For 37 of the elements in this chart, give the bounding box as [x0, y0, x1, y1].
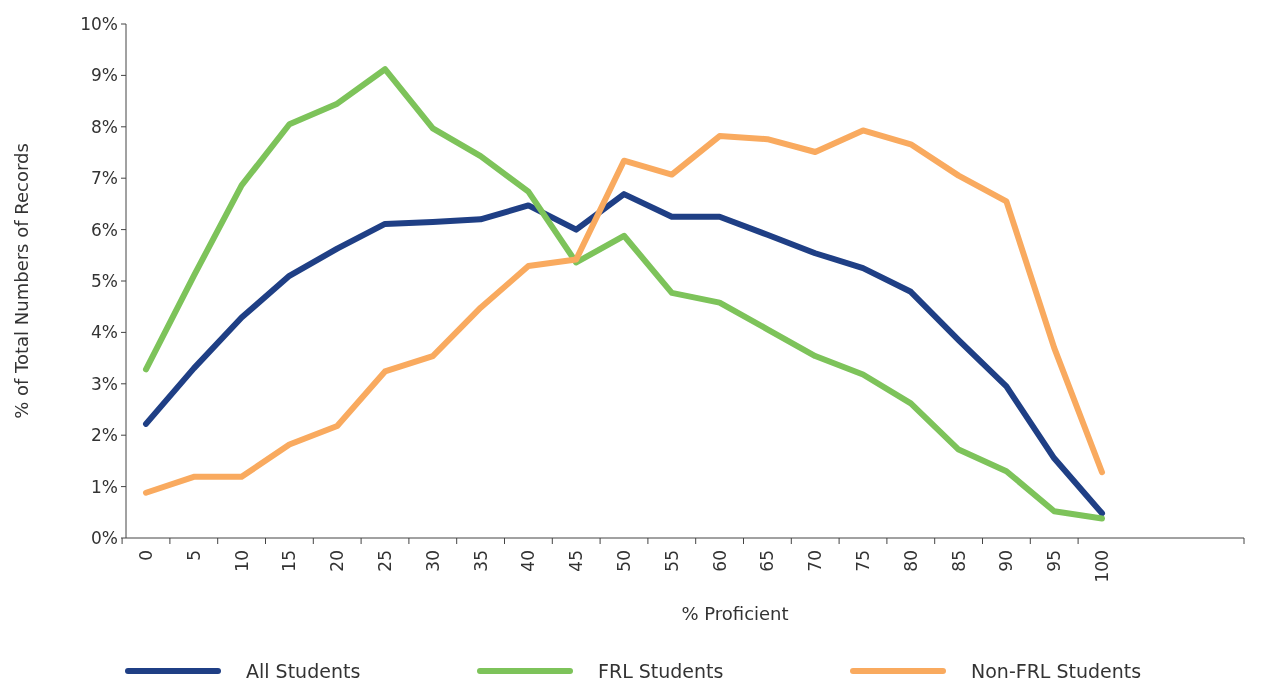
y-tick-label: 0%: [91, 527, 118, 548]
legend-label: FRL Students: [598, 659, 724, 682]
y-tick-label: 1%: [91, 476, 118, 497]
x-tick-label: 20: [327, 550, 348, 572]
x-tick-label: 65: [757, 550, 778, 572]
x-tick-label: 5: [183, 550, 204, 561]
y-tick-label: 4%: [91, 322, 118, 343]
x-tick-label: 100: [1091, 550, 1112, 583]
y-tick-label: 5%: [91, 270, 118, 291]
y-tick-label: 9%: [91, 65, 118, 86]
y-axis-title: % of Total Numbers of Records: [11, 143, 32, 419]
x-tick-label: 0: [135, 550, 156, 561]
x-tick-label: 50: [613, 550, 634, 572]
x-tick-label: 30: [422, 550, 443, 572]
x-tick-label: 90: [996, 550, 1017, 572]
x-tick-label: 40: [518, 550, 539, 572]
x-axis-title: % Proficient: [681, 603, 789, 624]
x-tick-label: 85: [948, 550, 969, 572]
x-tick-label: 80: [900, 550, 921, 572]
legend-label: Non-FRL Students: [971, 659, 1142, 682]
y-tick-label: 3%: [91, 373, 118, 394]
x-tick-label: 10: [231, 550, 252, 572]
x-tick-label: 75: [852, 550, 873, 572]
x-tick-label: 70: [805, 550, 826, 572]
y-tick-label: 7%: [91, 168, 118, 189]
x-tick-label: 35: [470, 550, 491, 572]
x-tick-label: 55: [661, 550, 682, 572]
y-tick-label: 10%: [80, 13, 118, 34]
x-tick-label: 60: [709, 550, 730, 572]
x-tick-label: 25: [374, 550, 395, 572]
x-tick-label: 15: [279, 550, 300, 572]
x-tick-label: 45: [566, 550, 587, 572]
legend-label: All Students: [246, 659, 361, 682]
x-tick-label: 95: [1044, 550, 1065, 572]
y-tick-label: 2%: [91, 425, 118, 446]
y-tick-label: 8%: [91, 116, 118, 137]
y-tick-label: 6%: [91, 219, 118, 240]
